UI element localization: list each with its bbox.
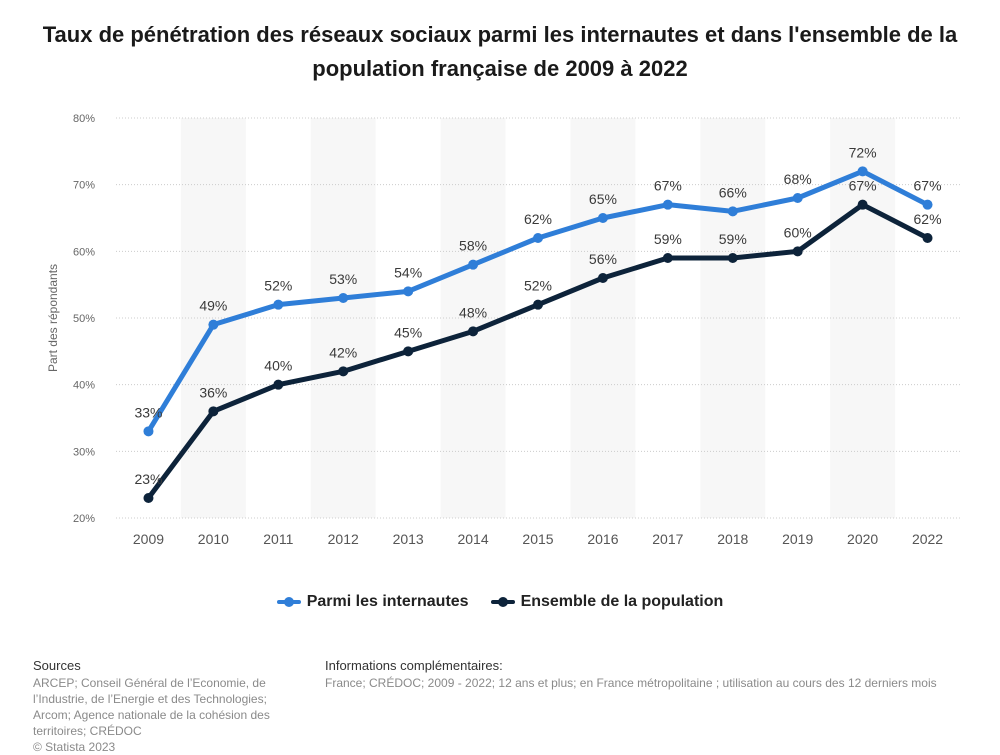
data-point xyxy=(533,233,543,243)
data-label: 62% xyxy=(524,211,552,227)
plot-band xyxy=(310,118,376,518)
data-label: 67% xyxy=(914,178,942,194)
sources-title: Sources xyxy=(33,658,81,673)
data-point xyxy=(143,493,154,503)
legend: Parmi les internautes Ensemble de la pop… xyxy=(0,593,1000,611)
y-tick-label: 50% xyxy=(73,313,95,325)
x-tick-label: 2016 xyxy=(587,531,618,547)
y-tick-label: 40% xyxy=(73,380,95,392)
x-tick-label: 2010 xyxy=(198,531,229,547)
x-tick-label: 2020 xyxy=(847,531,878,547)
data-label: 49% xyxy=(199,298,227,314)
data-point xyxy=(273,299,284,310)
data-point xyxy=(338,293,349,303)
line-chart: 20%30%40%50%60%70%80% 2009 2010 2011 2012 20… xyxy=(46,113,960,547)
data-point xyxy=(208,406,219,417)
data-label: 62% xyxy=(914,211,942,227)
x-tick-label: 2014 xyxy=(457,531,488,547)
y-tick-label: 70% xyxy=(73,180,95,192)
data-label: 65% xyxy=(589,191,617,207)
legend-swatch-icon xyxy=(490,595,515,609)
data-label: 68% xyxy=(784,171,812,187)
data-point xyxy=(533,299,543,310)
data-label: 48% xyxy=(459,304,487,320)
x-tick-label: 2018 xyxy=(717,531,748,547)
data-label: 56% xyxy=(589,251,617,267)
x-tick-label: 2017 xyxy=(652,531,683,547)
data-label: 60% xyxy=(784,224,812,240)
x-tick-label: 2022 xyxy=(912,531,943,547)
chart-title: Taux de pénétration des réseaux sociaux … xyxy=(42,22,958,81)
y-tick-label: 20% xyxy=(73,513,95,525)
data-point xyxy=(727,206,738,217)
data-point xyxy=(403,346,414,357)
data-label: 40% xyxy=(264,358,292,374)
data-point xyxy=(727,253,738,263)
data-label: 33% xyxy=(134,404,162,420)
data-label: 52% xyxy=(264,278,292,294)
data-label: 52% xyxy=(524,278,552,294)
x-tick-label: 2012 xyxy=(328,531,359,547)
y-tick-label: 80% xyxy=(73,113,95,125)
data-label: 59% xyxy=(654,231,682,247)
data-point xyxy=(662,199,673,210)
data-point xyxy=(403,286,414,297)
data-label: 23% xyxy=(134,471,162,487)
data-label: 53% xyxy=(329,271,357,287)
y-tick-label: 30% xyxy=(73,446,95,458)
data-point xyxy=(468,326,479,337)
x-tick-label: 2013 xyxy=(393,531,424,547)
data-point xyxy=(857,166,868,177)
y-axis-ticks: 20% 30% 40% 50% 60% 70% 80% xyxy=(73,113,95,525)
info-text: France; CRÉDOC; 2009 - 2022; 12 ans et p… xyxy=(325,676,937,690)
x-tick-label: 2011 xyxy=(263,531,293,547)
data-label: 58% xyxy=(459,238,487,254)
data-point xyxy=(922,199,933,210)
y-axis-label: Part des répondants xyxy=(46,264,60,372)
data-point xyxy=(208,319,219,330)
x-axis-ticks: 2009 2010 2011 2012 2013 2014 2015 2016 2017 2018… xyxy=(133,531,943,547)
data-point xyxy=(792,193,803,203)
info-title: Informations complémentaires: xyxy=(325,658,503,673)
data-label: 67% xyxy=(849,178,877,194)
data-point xyxy=(273,379,284,390)
legend-swatch-icon xyxy=(276,595,301,609)
data-point xyxy=(338,366,349,377)
x-tick-label: 2019 xyxy=(782,531,813,547)
additional-info-block: Informations complémentaires: France; CR… xyxy=(325,658,985,691)
data-label: 59% xyxy=(719,231,747,247)
y-tick-label: 60% xyxy=(73,246,95,258)
data-label: 36% xyxy=(199,384,227,400)
data-label: 45% xyxy=(394,324,422,340)
legend-item-internautes[interactable]: Parmi les internautes xyxy=(276,593,469,611)
data-point xyxy=(792,246,803,257)
data-point xyxy=(468,259,479,270)
data-point xyxy=(597,213,608,223)
plot-band xyxy=(700,118,766,518)
data-label: 72% xyxy=(849,144,877,160)
series-line-1 xyxy=(145,202,931,501)
copyright: © Statista 2023 xyxy=(33,740,116,754)
sources-block: Sources ARCEP; Conseil Général de l’Econ… xyxy=(33,658,293,755)
data-label: 42% xyxy=(329,344,357,360)
data-label: 54% xyxy=(394,264,422,280)
sources-text: ARCEP; Conseil Général de l’Economie, de… xyxy=(33,676,270,738)
legend-item-population[interactable]: Ensemble de la population xyxy=(490,593,724,611)
data-label: 67% xyxy=(654,178,682,194)
data-point xyxy=(597,273,608,283)
x-tick-label: 2009 xyxy=(133,531,164,547)
x-tick-label: 2015 xyxy=(522,531,553,547)
legend-label: Ensemble de la population xyxy=(520,593,724,610)
data-point xyxy=(662,253,673,263)
data-point xyxy=(143,426,154,437)
data-point xyxy=(857,199,868,210)
data-label: 66% xyxy=(719,184,747,200)
data-labels-group: 33% 49% 52% 53% 54% 58% 62% 65% 67% 66% 68% 72% 67% 2… xyxy=(134,144,941,487)
legend-label: Parmi les internautes xyxy=(306,593,469,610)
data-point xyxy=(922,233,933,243)
series-group xyxy=(143,166,933,503)
